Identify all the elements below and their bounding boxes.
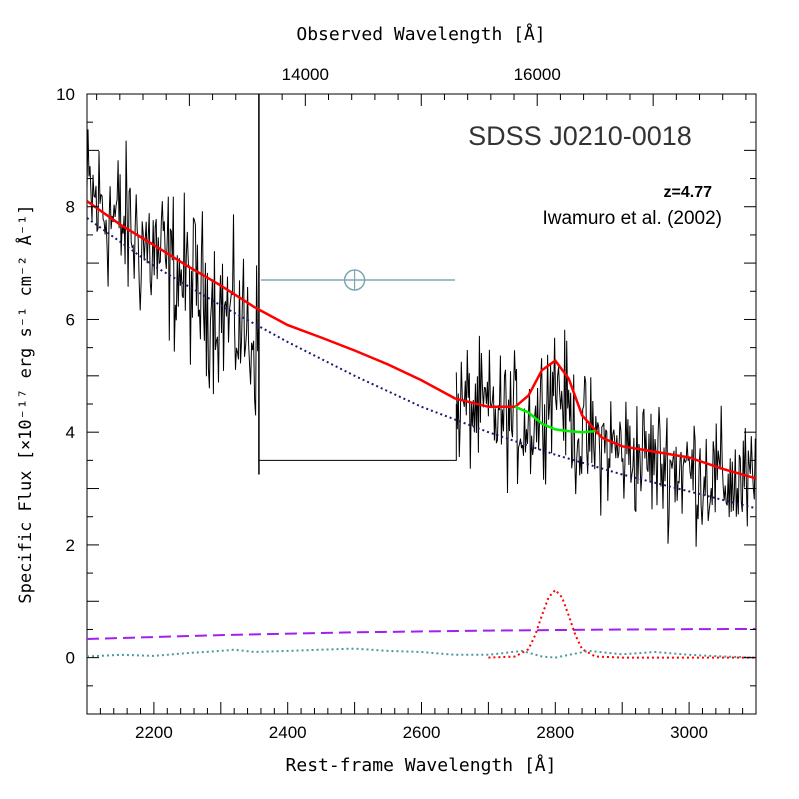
y-tick-label: 8 (66, 198, 75, 217)
x-axis-label: Rest-frame Wavelength [Å] (286, 754, 557, 776)
clipped-plot (87, 94, 756, 659)
y-tick-label: 4 (66, 423, 75, 442)
observed-spectrum-gap (258, 94, 457, 461)
redshift-annotation: z=4.77 (664, 184, 713, 201)
reference-annotation: Iwamuro et al. (2002) (542, 208, 722, 229)
top-tick-label: 14000 (282, 65, 329, 84)
model-line-total-model (87, 200, 756, 480)
chart-title: SDSS J0210-0018 (468, 121, 692, 151)
model-line-fe-ii-template (87, 647, 756, 659)
model-line-continuum-fe-ii (514, 405, 596, 434)
x-tick-label: 3000 (670, 723, 708, 742)
y-tick-label: 10 (56, 85, 75, 104)
model-line-balmer-continuum (87, 627, 756, 640)
y-tick-label: 0 (66, 649, 75, 668)
y-tick-label: 2 (66, 536, 75, 555)
x-tick-label: 2400 (269, 723, 307, 742)
y-tick-label: 6 (66, 310, 75, 329)
x-tick-label: 2200 (135, 723, 173, 742)
top-axis-label: Observed Wavelength [Å] (296, 23, 545, 45)
model-line-mg-ii-emission (488, 588, 756, 659)
observed-spectrum-segment (87, 129, 260, 416)
x-tick-label: 2800 (536, 723, 574, 742)
plot-frame (86, 93, 757, 715)
y-axis-label: Specific Flux [×10⁻¹⁷ erg s⁻¹ cm⁻² Å⁻¹] (14, 204, 36, 603)
axis-layer: 2200 2400 2600 2800 3000 0 2 4 6 8 10 14000 16000 (56, 65, 757, 742)
plot-layer (87, 94, 756, 659)
model-line-power-law-continuum (87, 217, 756, 510)
x-tick-label: 2600 (403, 723, 441, 742)
top-tick-label: 16000 (514, 65, 561, 84)
observed-spectrum-segment (455, 329, 756, 547)
